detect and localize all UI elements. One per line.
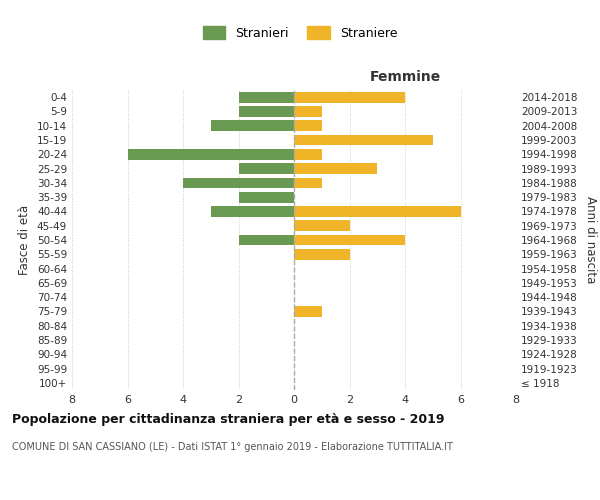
Bar — [294, 206, 461, 217]
Bar — [294, 149, 322, 160]
Bar — [294, 306, 322, 317]
Bar — [294, 120, 322, 131]
Bar — [294, 234, 405, 246]
Bar — [294, 220, 349, 231]
Legend: Stranieri, Straniere: Stranieri, Straniere — [197, 21, 403, 45]
Bar — [239, 163, 294, 174]
Y-axis label: Fasce di età: Fasce di età — [19, 205, 31, 275]
Bar — [294, 92, 405, 102]
Text: Popolazione per cittadinanza straniera per età e sesso - 2019: Popolazione per cittadinanza straniera p… — [12, 412, 445, 426]
Bar — [211, 206, 294, 217]
Bar — [294, 106, 322, 117]
Bar — [294, 134, 433, 145]
Bar — [211, 120, 294, 131]
Text: Femmine: Femmine — [370, 70, 440, 84]
Text: COMUNE DI SAN CASSIANO (LE) - Dati ISTAT 1° gennaio 2019 - Elaborazione TUTTITAL: COMUNE DI SAN CASSIANO (LE) - Dati ISTAT… — [12, 442, 453, 452]
Bar — [239, 92, 294, 102]
Bar — [239, 234, 294, 246]
Bar — [239, 106, 294, 117]
Bar — [128, 149, 294, 160]
Bar — [294, 249, 349, 260]
Bar — [294, 163, 377, 174]
Y-axis label: Anni di nascita: Anni di nascita — [584, 196, 597, 284]
Bar — [239, 192, 294, 202]
Bar — [294, 178, 322, 188]
Bar — [183, 178, 294, 188]
